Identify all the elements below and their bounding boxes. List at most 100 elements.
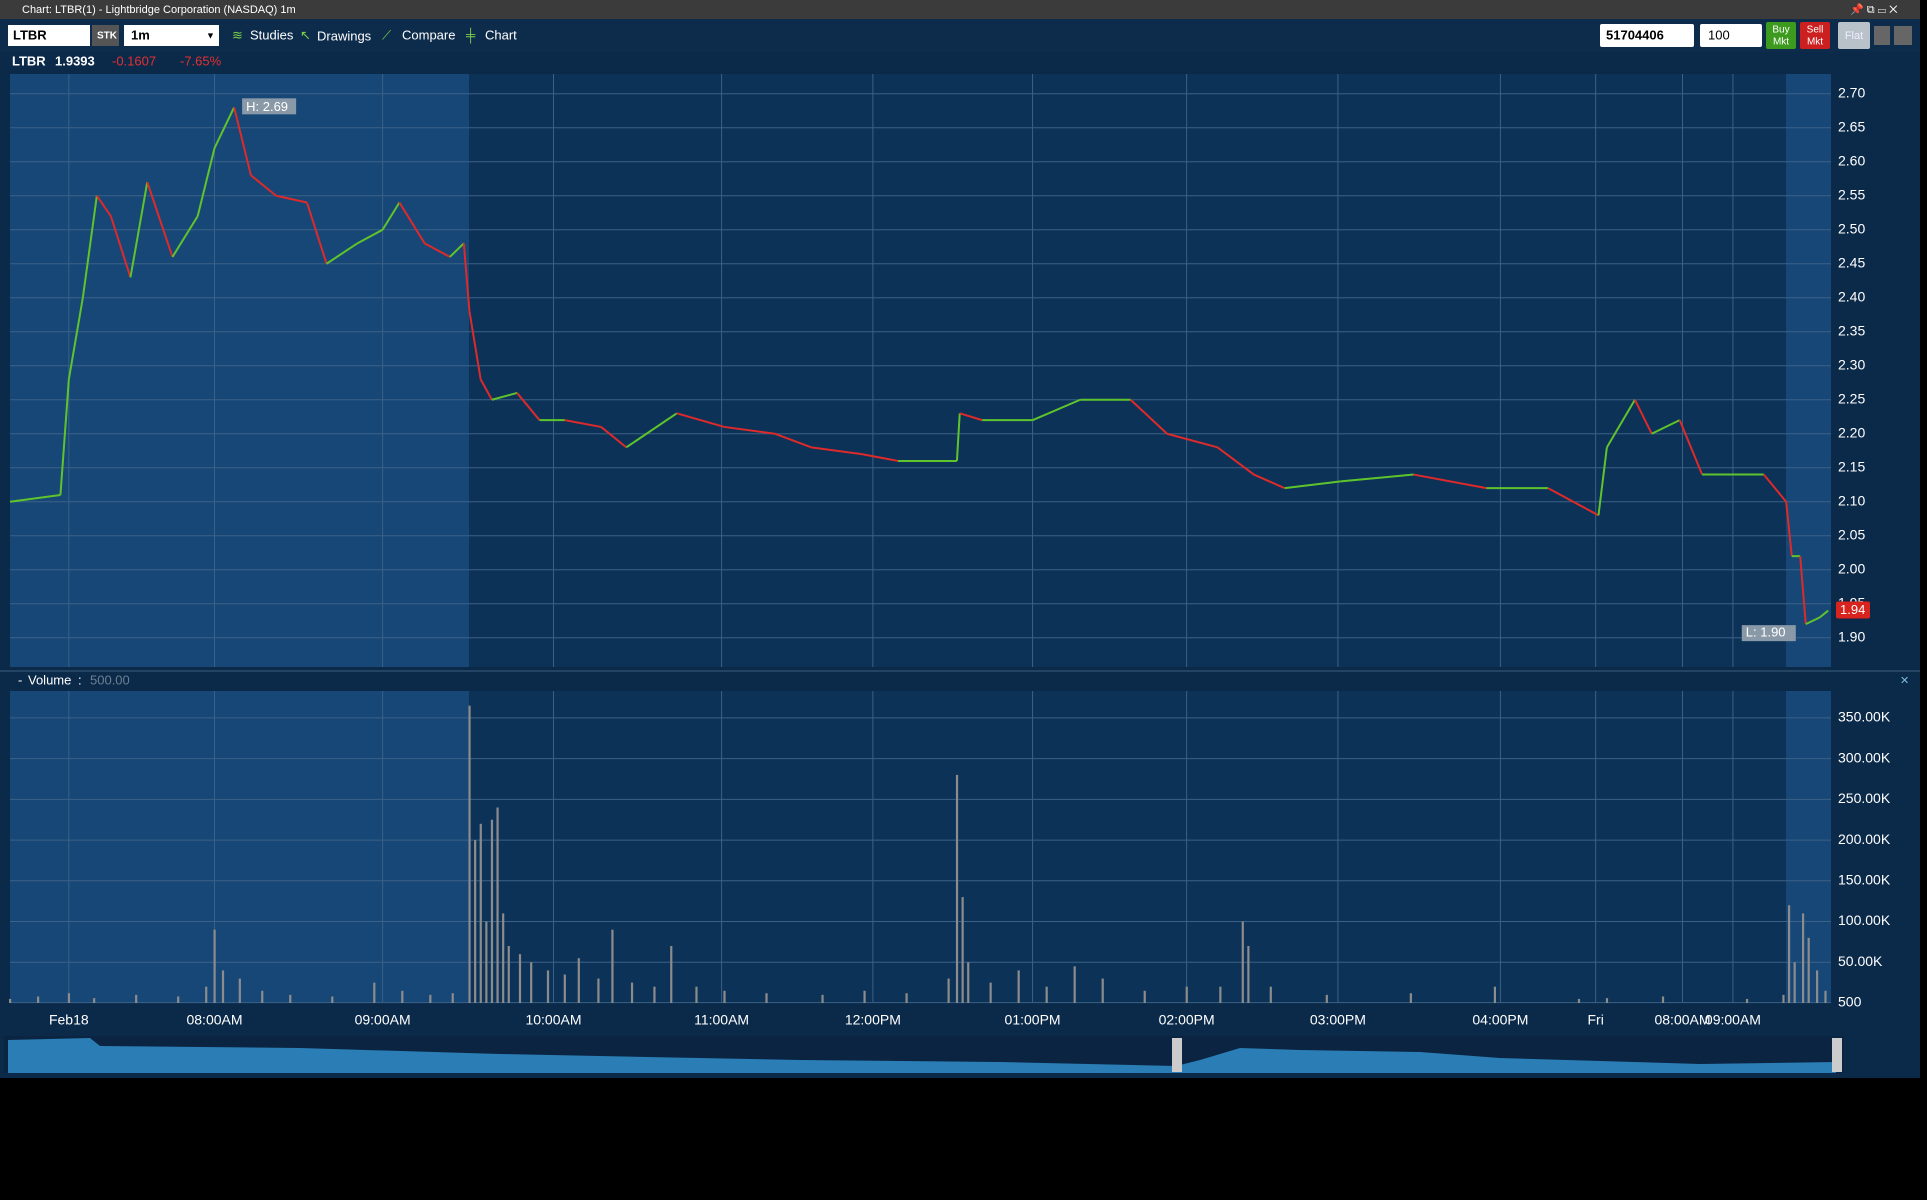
volume-bar bbox=[401, 990, 404, 1003]
buy-button[interactable] bbox=[1766, 22, 1796, 49]
volume-bar bbox=[961, 897, 964, 1003]
price-segment bbox=[9, 493, 61, 503]
y-tick-label: 200.00K bbox=[1838, 831, 1891, 847]
y-tick-label: 2.60 bbox=[1838, 152, 1865, 168]
y-tick-label: 150.00K bbox=[1838, 872, 1891, 888]
volume-bar bbox=[502, 913, 505, 1003]
price-segment bbox=[326, 242, 358, 265]
flat-button[interactable] bbox=[1838, 22, 1870, 49]
x-tick-label: 03:00PM bbox=[1310, 1012, 1366, 1028]
price-segment bbox=[1799, 556, 1807, 625]
quantity: 100 bbox=[1708, 27, 1730, 42]
price-segment bbox=[424, 242, 451, 258]
price-segment bbox=[479, 378, 493, 401]
y-tick-label: 2.05 bbox=[1838, 526, 1865, 542]
y-tick-label: 2.30 bbox=[1838, 356, 1865, 372]
account-dropdown[interactable] bbox=[1600, 24, 1694, 47]
volume-bar bbox=[451, 993, 454, 1003]
volume-bar bbox=[1577, 998, 1581, 1003]
price-segment bbox=[1253, 473, 1286, 490]
price-segment bbox=[129, 181, 149, 278]
x-tick-label: 10:00AM bbox=[525, 1012, 581, 1028]
price-segment bbox=[81, 195, 98, 298]
flat-label: Flat bbox=[1845, 30, 1863, 42]
icon: ⟋ bbox=[382, 27, 392, 42]
volume-bar bbox=[967, 962, 970, 1003]
symbol: LTBR bbox=[13, 27, 47, 42]
x-tick-label: 12:00PM bbox=[845, 1012, 901, 1028]
y-tick-label: 2.10 bbox=[1838, 492, 1865, 508]
volume-bar bbox=[1185, 986, 1188, 1003]
y-tick-label: 2.25 bbox=[1838, 390, 1865, 406]
volume-bar bbox=[723, 990, 726, 1003]
toolbar-button[interactable]: Chart bbox=[485, 27, 517, 42]
price-segment bbox=[625, 412, 678, 449]
y-tick-label: 50.00K bbox=[1838, 953, 1883, 969]
volume-bar bbox=[9, 998, 12, 1003]
x-tick-label: 02:00PM bbox=[1159, 1012, 1215, 1028]
x-tick-label: 11:00AM bbox=[694, 1012, 749, 1028]
volume-bar bbox=[695, 986, 698, 1003]
navigator-handle[interactable] bbox=[1172, 1038, 1182, 1072]
toolbar-button[interactable]: Drawings bbox=[317, 28, 372, 43]
y-tick-label: 100.00K bbox=[1838, 912, 1891, 928]
volume-bar bbox=[485, 921, 488, 1003]
x-tick-label: 04:00PM bbox=[1472, 1012, 1528, 1028]
link-button[interactable] bbox=[1894, 26, 1912, 45]
volume-bar bbox=[331, 996, 334, 1003]
y-tick-label: 2.45 bbox=[1838, 254, 1865, 270]
volume-bar bbox=[1017, 970, 1020, 1003]
quote-last: 1.9393 bbox=[55, 53, 95, 68]
price-segment bbox=[1651, 419, 1681, 435]
y-tick-label: 300.00K bbox=[1838, 749, 1891, 765]
quote-symbol: LTBR bbox=[12, 53, 46, 68]
high-label: H: 2.69 bbox=[246, 99, 288, 114]
volume-bar bbox=[373, 982, 376, 1003]
volume-title: Volume bbox=[28, 672, 71, 687]
price-segment bbox=[724, 425, 775, 435]
volume-bar bbox=[653, 986, 656, 1003]
price-segment bbox=[250, 174, 277, 197]
window-controls[interactable]: 📌 ⧉ ▭ ✕ bbox=[1850, 2, 1897, 16]
price-segment bbox=[959, 412, 983, 422]
price-segment bbox=[1633, 399, 1653, 435]
y-tick-label: 2.50 bbox=[1838, 220, 1865, 236]
volume-bar bbox=[530, 962, 533, 1003]
sec-type-box[interactable] bbox=[92, 25, 119, 46]
close-panel[interactable]: ✕ bbox=[1900, 675, 1909, 687]
volume-bar bbox=[1824, 990, 1827, 1003]
price-segment bbox=[1166, 432, 1218, 449]
price-segment bbox=[67, 297, 84, 380]
volume-dash: - bbox=[18, 672, 22, 687]
sell-button[interactable] bbox=[1800, 22, 1830, 49]
price-segment bbox=[1762, 473, 1787, 503]
price-segment bbox=[1284, 480, 1341, 490]
buy-label: Mkt bbox=[1773, 37, 1789, 48]
y-tick-label: 2.00 bbox=[1838, 560, 1865, 576]
interval-dropdown[interactable] bbox=[124, 25, 219, 46]
y-tick-label: 2.55 bbox=[1838, 186, 1865, 202]
account: 51704406 bbox=[1606, 27, 1664, 42]
volume-bar bbox=[518, 954, 522, 1003]
navigator-handle[interactable] bbox=[1832, 1038, 1842, 1072]
volume-bar bbox=[1241, 921, 1244, 1003]
price-segment bbox=[462, 243, 471, 312]
volume-bar bbox=[577, 958, 580, 1003]
session-shade bbox=[10, 74, 469, 667]
menu-button[interactable] bbox=[1874, 26, 1890, 45]
volume-bar bbox=[135, 994, 138, 1003]
quantity-input[interactable] bbox=[1700, 24, 1762, 47]
x-tick-label: 08:00AM bbox=[1654, 1012, 1710, 1028]
toolbar-button[interactable]: Compare bbox=[402, 27, 455, 42]
volume-bar bbox=[1801, 913, 1805, 1003]
y-tick-label: 2.40 bbox=[1838, 288, 1865, 304]
price-segment bbox=[861, 453, 899, 462]
toolbar-button[interactable]: Studies bbox=[250, 27, 294, 42]
volume-bar bbox=[289, 994, 292, 1003]
price-segment bbox=[1819, 609, 1829, 619]
symbol-input[interactable] bbox=[8, 25, 90, 46]
volume-bar bbox=[490, 819, 494, 1003]
price-segment bbox=[468, 311, 482, 380]
volume-bar bbox=[947, 978, 950, 1003]
